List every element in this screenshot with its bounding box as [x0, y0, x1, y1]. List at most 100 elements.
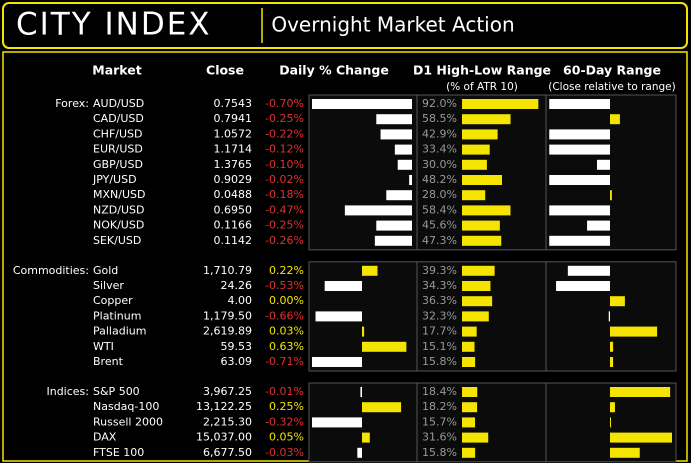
- atr-label: 31.6%: [422, 431, 457, 444]
- header-box: [2, 2, 688, 49]
- market-name: DAX: [93, 431, 117, 444]
- range60-bar: [596, 159, 610, 170]
- change-bar: [324, 281, 362, 291]
- atr-label: 42.9%: [422, 127, 457, 140]
- atr-bar: [462, 235, 502, 246]
- change-label: -0.25%: [265, 219, 304, 232]
- close-value: 1.0572: [214, 127, 253, 140]
- atr-label: 18.2%: [422, 400, 457, 413]
- change-label: 0.05%: [269, 431, 304, 444]
- atr-bar: [462, 114, 511, 125]
- column-header: Daily % Change: [279, 63, 389, 78]
- change-bar: [386, 190, 412, 201]
- market-name: AUD/USD: [93, 97, 144, 110]
- atr-label: 32.3%: [422, 309, 457, 322]
- atr-bar: [462, 190, 486, 201]
- atr-bar: [462, 387, 478, 397]
- close-value: 0.1166: [214, 219, 253, 232]
- change-bar: [315, 311, 362, 322]
- atr-label: 28.0%: [422, 188, 457, 201]
- market-name: GBP/USD: [93, 158, 143, 171]
- atr-label: 15.8%: [422, 446, 457, 459]
- atr-label: 17.7%: [422, 325, 457, 338]
- market-name: Palladium: [93, 325, 146, 338]
- range60-bar: [610, 387, 671, 397]
- atr-label: 34.3%: [422, 279, 457, 292]
- change-bar: [397, 159, 412, 170]
- range60-bar: [610, 341, 614, 352]
- change-label: -0.26%: [265, 234, 304, 247]
- atr-bar: [462, 129, 498, 140]
- market-name: Nasdaq-100: [93, 400, 159, 413]
- close-value: 2,619.89: [203, 325, 252, 338]
- column-header: Close: [206, 63, 244, 78]
- column-header: D1 High-Low Range: [413, 63, 551, 78]
- change-bar: [357, 447, 362, 458]
- change-label: -0.12%: [265, 143, 304, 156]
- close-value: 15,037.00: [196, 431, 252, 444]
- close-value: 1,710.79: [203, 264, 252, 277]
- range60-bar: [610, 402, 615, 413]
- change-label: 0.25%: [269, 400, 304, 413]
- range60-bar: [549, 235, 610, 246]
- range60-bar: [549, 99, 610, 109]
- range60-bar: [610, 447, 640, 458]
- change-bar: [360, 387, 362, 397]
- atr-bar: [462, 326, 477, 337]
- close-value: 4.00: [228, 294, 253, 307]
- atr-bar: [462, 159, 487, 170]
- change-bar: [374, 235, 412, 246]
- change-label: 0.03%: [269, 325, 304, 338]
- group-box: [308, 261, 677, 372]
- atr-label: 15.8%: [422, 355, 457, 368]
- atr-label: 15.7%: [422, 415, 457, 428]
- market-name: CAD/USD: [93, 112, 144, 125]
- market-name: Russell 2000: [93, 415, 163, 428]
- change-label: -0.03%: [265, 446, 304, 459]
- atr-label: 58.5%: [422, 112, 457, 125]
- atr-bar: [462, 175, 503, 185]
- market-name: NZD/USD: [93, 203, 144, 216]
- close-value: 59.53: [221, 340, 253, 353]
- change-label: -0.70%: [265, 97, 304, 110]
- column-header: 60-Day Range: [563, 63, 661, 78]
- atr-bar: [462, 144, 490, 155]
- market-name: Silver: [93, 279, 124, 292]
- change-label: 0.00%: [269, 294, 304, 307]
- market-name: S&P 500: [93, 385, 140, 398]
- change-bar: [409, 175, 412, 185]
- market-name: CHF/USD: [93, 127, 143, 140]
- close-value: 24.26: [221, 279, 253, 292]
- atr-label: 39.3%: [422, 264, 457, 277]
- atr-bar: [462, 341, 475, 352]
- group-label: Forex:: [55, 97, 89, 110]
- range60-bar: [567, 265, 610, 276]
- market-name: WTI: [93, 340, 114, 353]
- close-value: 0.6950: [214, 203, 253, 216]
- atr-bar: [462, 296, 493, 307]
- group-label: Commodities:: [13, 264, 89, 277]
- close-value: 13,122.25: [196, 400, 252, 413]
- column-subheader: (% of ATR 10): [446, 81, 518, 93]
- market-name: Platinum: [93, 309, 141, 322]
- change-bar: [376, 220, 412, 231]
- atr-label: 92.0%: [422, 97, 457, 110]
- range60-bar: [549, 205, 610, 216]
- change-bar: [312, 417, 362, 428]
- market-name: NOK/USD: [93, 219, 144, 232]
- range60-bar: [610, 296, 625, 307]
- atr-bar: [462, 311, 489, 322]
- change-label: 0.63%: [269, 340, 304, 353]
- change-label: -0.22%: [265, 127, 304, 140]
- atr-bar: [462, 357, 476, 367]
- close-value: 2,215.30: [203, 415, 252, 428]
- range60-bar: [610, 326, 658, 337]
- range60-bar: [610, 417, 611, 428]
- market-name: FTSE 100: [93, 446, 144, 459]
- atr-label: 15.1%: [422, 340, 457, 353]
- change-bar: [362, 341, 407, 352]
- title: Overnight Market Action: [271, 13, 514, 37]
- logo: CITY INDEX: [16, 7, 212, 43]
- change-bar: [312, 99, 412, 109]
- close-value: 0.0488: [214, 188, 253, 201]
